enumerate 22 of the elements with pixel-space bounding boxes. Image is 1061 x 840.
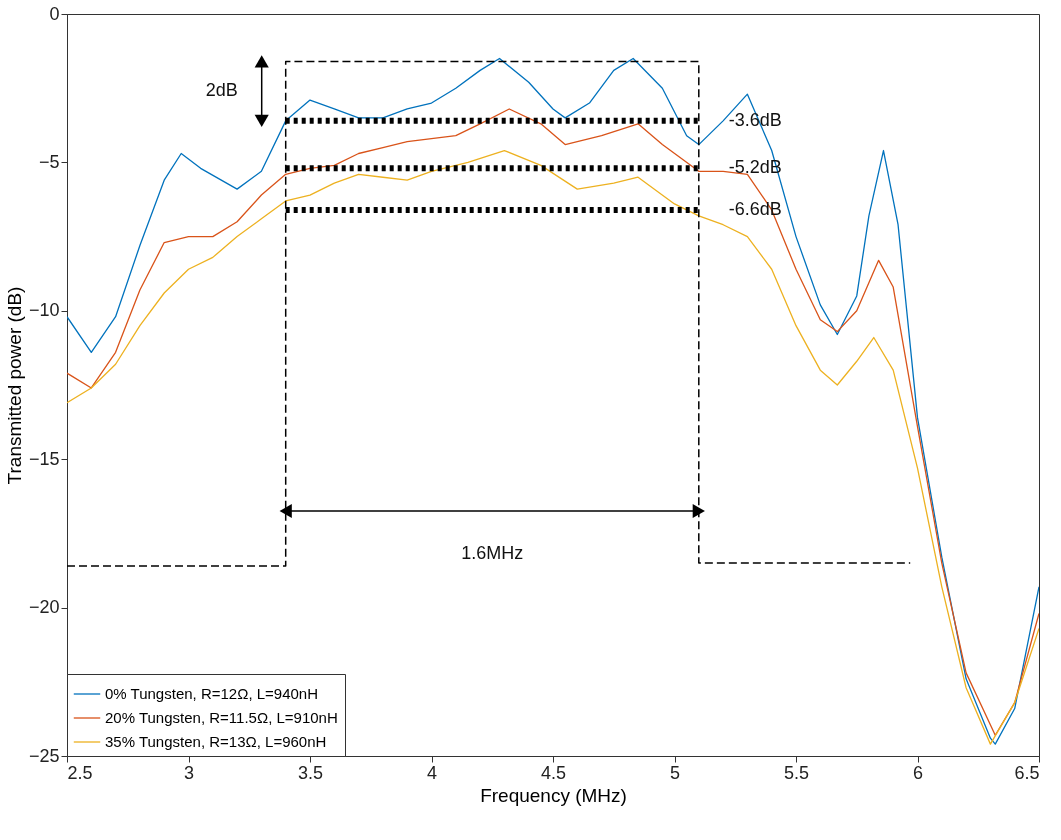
annotation: 1.6MHz (461, 543, 524, 564)
x-tick-label: 2.5 (67, 762, 93, 783)
y-tick-label: −5 (38, 151, 60, 172)
y-tick-label: −15 (28, 448, 60, 469)
y-tick-label: −25 (28, 745, 60, 766)
y-tick-label: −10 (28, 300, 60, 321)
x-tick-label: 5 (669, 762, 681, 783)
x-tick-label: 3.5 (297, 762, 324, 783)
y-axis-title: Transmitted power (dB) (3, 286, 25, 485)
x-tick-label: 4 (426, 762, 438, 783)
x-tick-label: 6.5 (1014, 762, 1040, 783)
x-tick-label: 5.5 (783, 762, 810, 783)
legend-label: 20% Tungsten, R=11.5Ω, L=910nH (105, 709, 338, 726)
x-axis-title: Frequency (MHz) (480, 784, 627, 806)
x-tick-label: 6 (912, 762, 924, 783)
x-tick-label: 3 (183, 762, 195, 783)
legend-label: 0% Tungsten, R=12Ω, L=940nH (105, 685, 319, 702)
y-tick-label: −20 (28, 597, 60, 618)
y-tick-label: 0 (49, 3, 60, 24)
legend-label: 35% Tungsten, R=13Ω, L=960nH (105, 733, 327, 750)
x-tick-label: 4.5 (540, 762, 567, 783)
annotation: 2dB (205, 80, 238, 101)
